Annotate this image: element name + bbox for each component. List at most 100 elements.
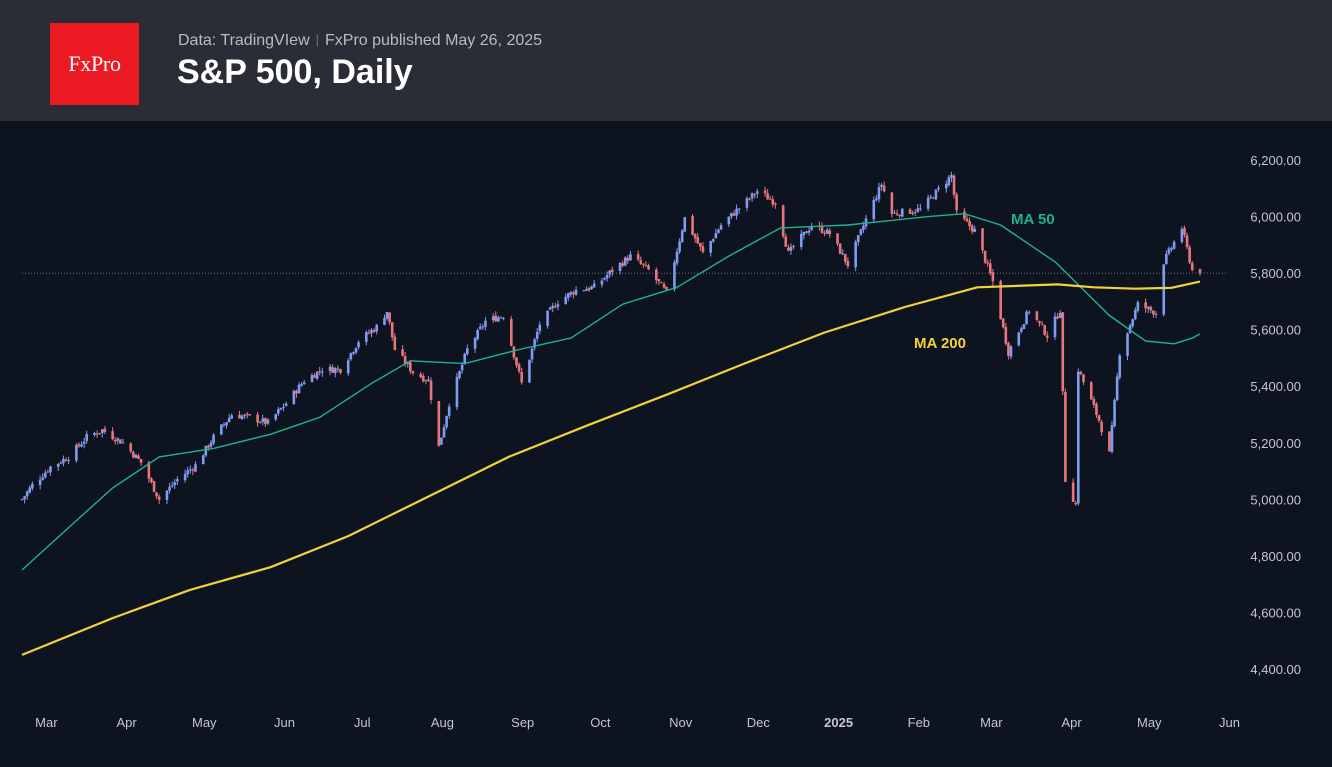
candle-body bbox=[134, 454, 138, 459]
candle-body bbox=[854, 241, 857, 268]
candle-body bbox=[859, 229, 863, 235]
candle-body bbox=[458, 370, 461, 378]
candle-body bbox=[642, 263, 645, 265]
candle-body bbox=[1077, 371, 1080, 504]
candle-body bbox=[491, 316, 495, 321]
x-tick-label: Dec bbox=[747, 715, 771, 730]
candle-body bbox=[220, 424, 223, 435]
candle-body bbox=[227, 418, 231, 423]
candle-body bbox=[447, 406, 451, 416]
candle-body bbox=[520, 371, 523, 383]
candle-body bbox=[693, 234, 697, 239]
candle-body bbox=[473, 338, 477, 349]
candle-body bbox=[1097, 415, 1101, 421]
y-tick-label: 5,800.00 bbox=[1250, 266, 1301, 281]
candle-body bbox=[919, 208, 922, 210]
candle-body bbox=[478, 326, 482, 329]
candle-body bbox=[1167, 248, 1171, 254]
candle-body bbox=[877, 186, 881, 200]
candle-body bbox=[1025, 311, 1028, 325]
candle-body bbox=[587, 288, 591, 291]
candle-body bbox=[20, 499, 24, 501]
candle-body bbox=[372, 330, 376, 332]
candle-body bbox=[934, 189, 938, 200]
candle-body bbox=[168, 486, 171, 491]
candle-body bbox=[735, 208, 738, 216]
candle-body bbox=[258, 422, 262, 424]
x-tick-label: Jun bbox=[1219, 715, 1240, 730]
candle-body bbox=[753, 194, 756, 196]
candle-body bbox=[932, 197, 935, 199]
candle-body bbox=[385, 312, 389, 319]
x-tick-label: Mar bbox=[35, 715, 58, 730]
candle-body bbox=[787, 247, 790, 251]
candle-body bbox=[230, 415, 234, 419]
candle-body bbox=[963, 211, 966, 219]
candle-body bbox=[440, 437, 443, 445]
candle-body bbox=[1007, 342, 1010, 356]
candle-body bbox=[662, 284, 666, 288]
candle-body bbox=[600, 280, 604, 285]
candle-body bbox=[23, 496, 26, 500]
candle-body bbox=[411, 370, 415, 374]
candle-body bbox=[1100, 421, 1103, 433]
candle-body bbox=[64, 459, 68, 462]
candle-body bbox=[799, 233, 803, 247]
candle-body bbox=[510, 319, 513, 346]
candle-body bbox=[1061, 312, 1065, 392]
candle-body bbox=[792, 245, 795, 247]
candle-body bbox=[80, 444, 83, 447]
candle-body bbox=[209, 442, 213, 447]
candle-body bbox=[256, 414, 259, 423]
price-chart: 6,200.00 6,000.00 5,800.00 5,600.00 5,400.00… bbox=[20, 153, 1301, 730]
candle-body bbox=[533, 339, 536, 348]
candle-body bbox=[28, 487, 32, 493]
candle-body bbox=[147, 462, 151, 479]
candle-body bbox=[56, 463, 60, 467]
candle-body bbox=[183, 473, 187, 481]
candle-body bbox=[913, 211, 917, 213]
candle-body bbox=[1009, 346, 1013, 357]
candle-body bbox=[1001, 318, 1005, 328]
candle-body bbox=[973, 228, 977, 233]
candle-body bbox=[261, 418, 265, 422]
candle-body bbox=[911, 212, 914, 214]
published-date: FxPro published May 26, 2025 bbox=[325, 32, 543, 49]
candle-body bbox=[339, 369, 342, 373]
candle-body bbox=[610, 269, 614, 272]
candle-body bbox=[647, 265, 650, 270]
candle-body bbox=[937, 187, 940, 190]
candle-body bbox=[1172, 241, 1176, 249]
candle-body bbox=[986, 262, 990, 264]
candle-body bbox=[898, 214, 901, 217]
candle-body bbox=[191, 469, 195, 471]
x-tick-label: 2025 bbox=[824, 715, 853, 730]
candle-body bbox=[1154, 313, 1158, 315]
candle-body bbox=[1190, 263, 1194, 271]
candle-body bbox=[750, 193, 754, 199]
candle-body bbox=[318, 371, 322, 373]
x-tick-label: Sep bbox=[511, 715, 534, 730]
candle-body bbox=[388, 312, 391, 323]
candle-body bbox=[31, 483, 34, 489]
candle-body bbox=[194, 464, 197, 472]
candle-body bbox=[1165, 253, 1168, 264]
candle-body bbox=[1035, 311, 1039, 320]
candle-body bbox=[1180, 229, 1184, 243]
candle-body bbox=[548, 307, 552, 310]
candle-body bbox=[711, 239, 715, 242]
candle-body bbox=[1043, 325, 1046, 335]
candle-body bbox=[427, 379, 430, 382]
candle-body bbox=[129, 443, 133, 452]
candle-body bbox=[300, 384, 303, 386]
candle-body bbox=[629, 254, 632, 261]
candle-body bbox=[582, 290, 586, 292]
x-tick-label: Nov bbox=[669, 715, 693, 730]
candle-body bbox=[111, 431, 114, 440]
candle-body bbox=[401, 349, 404, 356]
candle-body bbox=[455, 376, 459, 408]
candle-body bbox=[766, 193, 769, 200]
candle-body bbox=[370, 330, 373, 334]
candle-body bbox=[170, 485, 174, 487]
candle-body bbox=[950, 174, 953, 178]
